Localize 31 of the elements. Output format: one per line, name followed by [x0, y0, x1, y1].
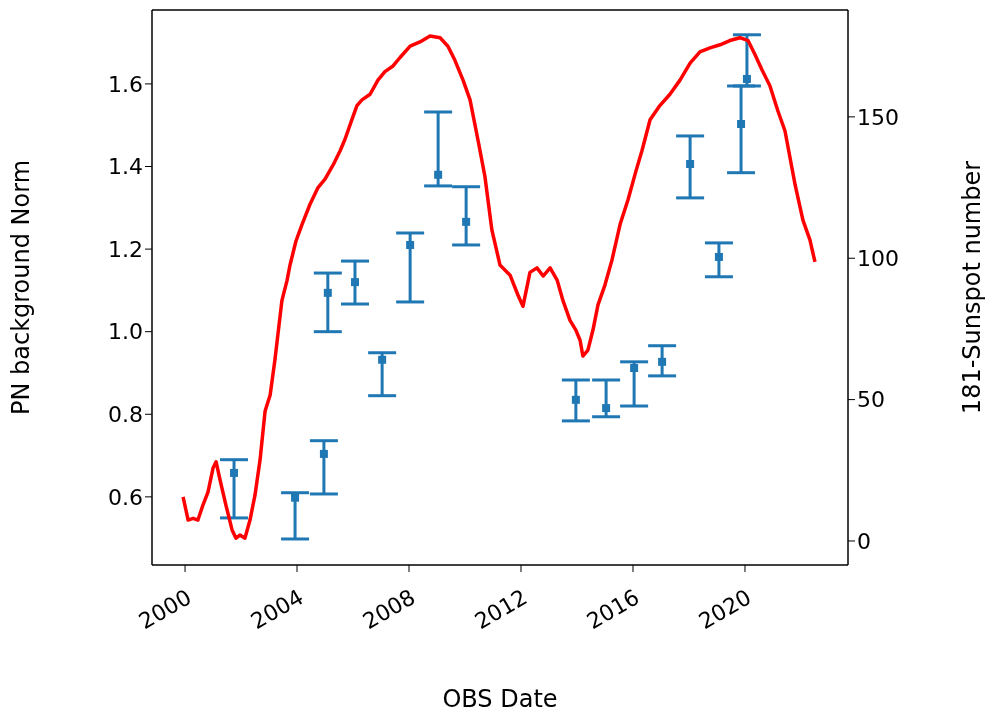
point [230, 468, 239, 477]
point [658, 357, 667, 366]
point [350, 278, 359, 287]
y-tick-label: 1.2 [108, 236, 143, 262]
point [714, 252, 723, 261]
point [742, 74, 751, 83]
point [571, 395, 580, 404]
point [630, 364, 639, 373]
y2-axis-title: 181-Sunspot number [957, 160, 986, 415]
point [462, 217, 471, 226]
point [602, 404, 611, 413]
point [406, 240, 415, 249]
point [434, 170, 443, 179]
point [291, 493, 300, 502]
point [323, 288, 332, 297]
x-axis-title: OBS Date [442, 685, 558, 713]
y-tick-label: 0.6 [108, 484, 143, 510]
y-tick-label: 1.6 [108, 71, 143, 97]
y2-tick-label: 100 [857, 246, 899, 272]
point [378, 355, 387, 364]
y2-tick-label: 50 [857, 387, 885, 413]
y-tick-label: 1.4 [108, 154, 143, 180]
y2-tick-label: 0 [857, 528, 871, 554]
y2-tick-label: 150 [857, 104, 899, 130]
point [737, 119, 746, 128]
point [686, 160, 695, 169]
point [319, 449, 328, 458]
line-series [181, 34, 817, 540]
y-tick-label: 0.8 [108, 402, 143, 428]
y-axis-title: PN background Norm [6, 159, 35, 416]
y-tick-label: 1.0 [108, 319, 143, 345]
